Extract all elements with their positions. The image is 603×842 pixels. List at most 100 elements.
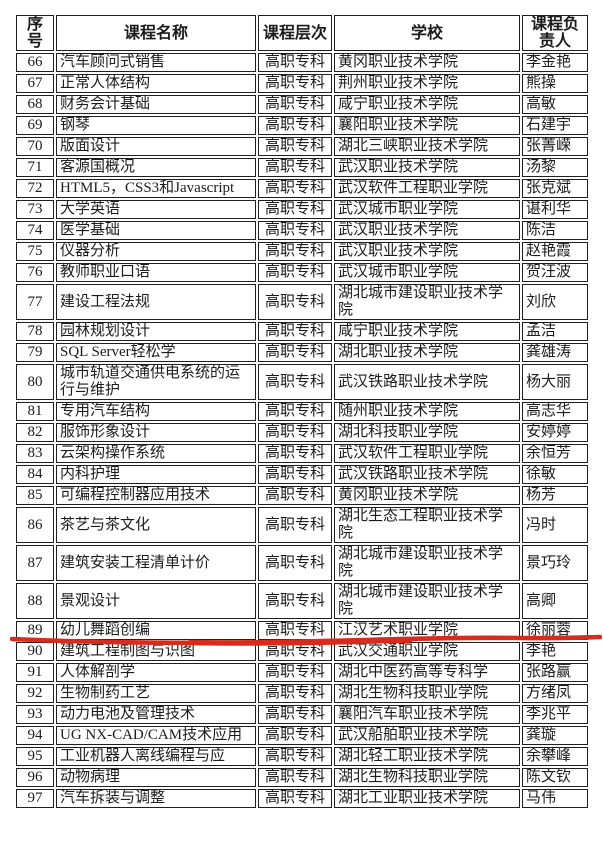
table-header: 序号 课程名称 课程层次 学校 课程负责人 <box>16 15 588 51</box>
row-number-cell: 93 <box>16 705 54 724</box>
table-row: 93 动力电池及管理技术 高职专科 襄阳汽车职业技术学院 李兆平 <box>16 705 588 724</box>
course-level-cell: 高职专科 <box>258 642 332 661</box>
leader-cell: 龚璇 <box>522 726 588 745</box>
table-row: 94 UG NX-CAD/CAM技术应用 高职专科 武汉船舶职业技术学院 龚璇 <box>16 726 588 745</box>
course-level-cell: 高职专科 <box>258 663 332 682</box>
course-name-cell: SQL Server轻松学 <box>56 343 256 362</box>
leader-cell: 余恒芳 <box>522 444 588 463</box>
leader-cell: 刘欣 <box>522 284 588 320</box>
row-number-cell: 91 <box>16 663 54 682</box>
school-cell: 武汉船舶职业技术学院 <box>334 726 520 745</box>
school-cell: 荆州职业技术学院 <box>334 74 520 93</box>
course-level-cell: 高职专科 <box>258 74 332 93</box>
course-name-cell: 内科护理 <box>56 465 256 484</box>
course-name-cell: 钢琴 <box>56 116 256 135</box>
row-number-cell: 67 <box>16 74 54 93</box>
school-cell: 湖北城市建设职业技术学院 <box>334 583 520 619</box>
table-row: 66 汽车顾问式销售 高职专科 黄冈职业技术学院 李金艳 <box>16 53 588 72</box>
table-row: 95 工业机器人离线编程与应 高职专科 湖北轻工职业技术学院 余攀峰 <box>16 747 588 766</box>
school-cell: 随州职业技术学院 <box>334 402 520 421</box>
leader-cell: 杨大丽 <box>522 364 588 400</box>
table-row: 79 SQL Server轻松学 高职专科 湖北职业技术学院 龚雄涛 <box>16 343 588 362</box>
leader-cell: 孟洁 <box>522 322 588 341</box>
course-level-cell: 高职专科 <box>258 263 332 282</box>
school-cell: 黄冈职业技术学院 <box>334 53 520 72</box>
row-number-cell: 76 <box>16 263 54 282</box>
course-level-cell: 高职专科 <box>258 137 332 156</box>
leader-cell: 张菁嵘 <box>522 137 588 156</box>
row-number-cell: 74 <box>16 221 54 240</box>
leader-cell: 熊操 <box>522 74 588 93</box>
leader-cell: 高志华 <box>522 402 588 421</box>
table-row: 89 幼儿舞蹈创编 高职专科 江汉艺术职业学院 徐丽蓉 <box>16 621 588 640</box>
table-row: 83 云架构操作系统 高职专科 武汉软件工程职业学院 余恒芳 <box>16 444 588 463</box>
course-name-cell: 可编程控制器应用技术 <box>56 486 256 505</box>
course-name-cell: 动物病理 <box>56 768 256 787</box>
course-level-cell: 高职专科 <box>258 53 332 72</box>
header-course-name: 课程名称 <box>56 15 256 51</box>
school-cell: 咸宁职业技术学院 <box>334 95 520 114</box>
course-name-cell: 景观设计 <box>56 583 256 619</box>
course-name-cell: 版面设计 <box>56 137 256 156</box>
course-name-cell: 专用汽车结构 <box>56 402 256 421</box>
row-number-cell: 87 <box>16 545 54 581</box>
course-name-cell: 幼儿舞蹈创编 <box>56 621 256 640</box>
table-row: 87 建筑安装工程清单计价 高职专科 湖北城市建设职业技术学院 景巧玲 <box>16 545 588 581</box>
course-name-cell: UG NX-CAD/CAM技术应用 <box>56 726 256 745</box>
table-row: 97 汽车拆装与调整 高职专科 湖北工业职业技术学院 马伟 <box>16 789 588 808</box>
course-level-cell: 高职专科 <box>258 95 332 114</box>
leader-cell: 李兆平 <box>522 705 588 724</box>
leader-cell: 景巧玲 <box>522 545 588 581</box>
table-row: 69 钢琴 高职专科 襄阳职业技术学院 石建宇 <box>16 116 588 135</box>
leader-cell: 冯时 <box>522 507 588 543</box>
leader-cell: 李艳 <box>522 642 588 661</box>
school-cell: 武汉职业技术学院 <box>334 158 520 177</box>
row-number-cell: 94 <box>16 726 54 745</box>
school-cell: 武汉城市职业学院 <box>334 200 520 219</box>
leader-cell: 龚雄涛 <box>522 343 588 362</box>
course-level-cell: 高职专科 <box>258 158 332 177</box>
row-number-cell: 90 <box>16 642 54 661</box>
row-number-cell: 84 <box>16 465 54 484</box>
header-course-leader: 课程负责人 <box>522 15 588 51</box>
table-row: 77 建设工程法规 高职专科 湖北城市建设职业技术学院 刘欣 <box>16 284 588 320</box>
school-cell: 武汉软件工程职业学院 <box>334 179 520 198</box>
school-cell: 襄阳汽车职业技术学院 <box>334 705 520 724</box>
school-cell: 武汉城市职业学院 <box>334 263 520 282</box>
row-number-cell: 78 <box>16 322 54 341</box>
course-level-cell: 高职专科 <box>258 621 332 640</box>
course-level-cell: 高职专科 <box>258 242 332 261</box>
leader-cell: 徐敏 <box>522 465 588 484</box>
table-row: 73 大学英语 高职专科 武汉城市职业学院 谌利华 <box>16 200 588 219</box>
row-number-cell: 81 <box>16 402 54 421</box>
course-level-cell: 高职专科 <box>258 364 332 400</box>
row-number-cell: 82 <box>16 423 54 442</box>
table-row: 72 HTML5，CSS3和Javascript 高职专科 武汉软件工程职业学院… <box>16 179 588 198</box>
row-number-cell: 96 <box>16 768 54 787</box>
course-level-cell: 高职专科 <box>258 545 332 581</box>
table-row: 90 建筑工程制图与识图 高职专科 武汉交通职业学院 李艳 <box>16 642 588 661</box>
row-number-cell: 70 <box>16 137 54 156</box>
course-level-cell: 高职专科 <box>258 684 332 703</box>
course-name-cell: 人体解剖学 <box>56 663 256 682</box>
table-row: 70 版面设计 高职专科 湖北三峡职业技术学院 张菁嵘 <box>16 137 588 156</box>
leader-cell: 贺汪波 <box>522 263 588 282</box>
leader-cell: 余攀峰 <box>522 747 588 766</box>
row-number-cell: 68 <box>16 95 54 114</box>
table-row: 78 园林规划设计 高职专科 咸宁职业技术学院 孟洁 <box>16 322 588 341</box>
course-level-cell: 高职专科 <box>258 507 332 543</box>
course-level-cell: 高职专科 <box>258 179 332 198</box>
table-row: 67 正常人体结构 高职专科 荆州职业技术学院 熊操 <box>16 74 588 93</box>
table-row: 68 财务会计基础 高职专科 咸宁职业技术学院 高敏 <box>16 95 588 114</box>
row-number-cell: 86 <box>16 507 54 543</box>
course-name-cell: 动力电池及管理技术 <box>56 705 256 724</box>
table-row: 82 服饰形象设计 高职专科 湖北科技职业学院 安婷婷 <box>16 423 588 442</box>
course-name-cell: 客源国概况 <box>56 158 256 177</box>
course-name-cell: 建筑安装工程清单计价 <box>56 545 256 581</box>
row-number-cell: 80 <box>16 364 54 400</box>
row-number-cell: 92 <box>16 684 54 703</box>
course-name-cell: 教师职业口语 <box>56 263 256 282</box>
course-name-cell: 财务会计基础 <box>56 95 256 114</box>
school-cell: 湖北轻工职业技术学院 <box>334 747 520 766</box>
